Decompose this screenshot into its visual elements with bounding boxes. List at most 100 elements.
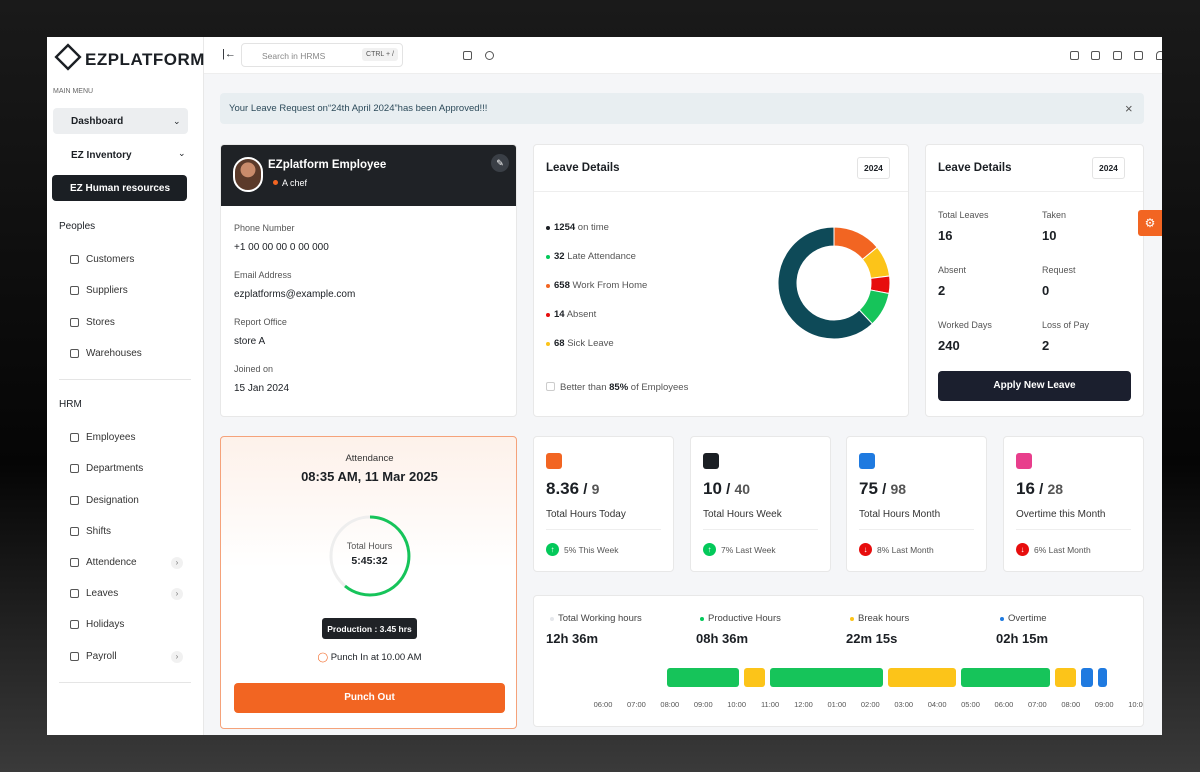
attendance-title: Attendance	[345, 453, 394, 464]
alert-text: Your Leave Request on“24th April 2024”ha…	[229, 103, 488, 114]
donut-chart	[777, 226, 891, 340]
nav-item[interactable]: Customers	[86, 254, 135, 265]
brand[interactable]: EZPLATFORMS	[85, 50, 217, 69]
profile-role: A chef	[282, 178, 308, 188]
search-placeholder: Search in HRMS	[262, 51, 326, 61]
apps-icon[interactable]	[463, 51, 472, 60]
nav-icon	[70, 318, 79, 327]
apply-leave-button[interactable]: Apply New Leave	[938, 371, 1131, 401]
trend-icon: ↓	[859, 543, 872, 556]
mail-icon[interactable]	[1134, 51, 1143, 60]
axis-label: 06:00	[994, 700, 1014, 709]
leave-count: 14	[554, 309, 565, 320]
axis-label: 08:00	[1061, 700, 1081, 709]
field-value: 15 Jan 2024	[234, 383, 290, 394]
grid-icon[interactable]	[1091, 51, 1100, 60]
nav-icon	[70, 527, 79, 536]
field-label: Phone Number	[234, 223, 295, 233]
nav-icon	[70, 589, 79, 598]
nav-icon	[70, 496, 79, 505]
timeline-card: Total Working hours 12h 36m Productive Hou…	[533, 595, 1144, 727]
nav-item[interactable]: Departments	[86, 463, 144, 474]
legend-value: 22m 15s	[846, 631, 898, 646]
legend-dot	[700, 617, 704, 621]
stat-value: 2	[938, 283, 946, 298]
leave-overview-card: Leave Details 2024 1254 on time 32 Late A…	[533, 144, 909, 417]
search-box[interactable]: Search in HRMS CTRL + /	[241, 43, 403, 67]
nav-chevron: ›	[171, 588, 183, 600]
hour-card: 8.36 / 9 Total Hours Today ↑ 5% This Week	[533, 436, 674, 572]
nav-item[interactable]: Employees	[86, 432, 136, 443]
year-filter[interactable]: 2024	[1092, 157, 1125, 179]
menu-item[interactable]: EZ Inventory	[53, 142, 188, 168]
divider	[926, 191, 1143, 192]
overtime-block	[1098, 668, 1107, 687]
divider	[546, 529, 661, 530]
hour-label: Total Hours Month	[859, 509, 941, 520]
divider	[534, 191, 908, 192]
axis-label: 09:00	[1094, 700, 1114, 709]
nav-item[interactable]: Attendence	[86, 557, 137, 568]
settings-icon[interactable]	[485, 51, 494, 60]
trend-text: 6% Last Month	[1034, 545, 1091, 555]
footer-text: Better than 85% of Employees	[560, 382, 688, 393]
nav-item[interactable]: Holidays	[86, 619, 125, 630]
donut-segment	[777, 226, 874, 340]
leave-label: Work From Home	[572, 280, 648, 291]
chat-icon[interactable]	[1113, 51, 1122, 60]
nav-item[interactable]: Stores	[86, 317, 115, 328]
nav-item[interactable]: Suppliers	[86, 285, 128, 296]
button-text: Apply New Leave	[993, 380, 1076, 391]
nav-item[interactable]: Payroll	[86, 651, 117, 662]
hour-card: 16 / 28 Overtime this Month ↓ 6% Last Month	[1003, 436, 1144, 572]
productive-block	[770, 668, 883, 687]
card-icon	[703, 453, 719, 469]
year-filter[interactable]: 2024	[857, 157, 890, 179]
nav-item[interactable]: Leaves	[86, 588, 119, 599]
nav-item[interactable]: Warehouses	[86, 348, 142, 359]
stat-label: Absent	[938, 265, 967, 275]
legend-label: Productive Hours	[708, 613, 781, 624]
nav-item[interactable]: Designation	[86, 495, 139, 506]
legend-dot	[546, 313, 550, 317]
hour-value: 75 / 98	[859, 479, 907, 498]
profile-header	[221, 145, 516, 206]
nav-chevron: ›	[171, 557, 183, 569]
leave-item: 658 Work From Home	[554, 280, 647, 291]
ring-progress	[344, 515, 411, 597]
collapse-button[interactable]: |←	[222, 48, 236, 60]
nav-icon	[70, 558, 79, 567]
stat-value: 0	[1042, 283, 1050, 298]
settings-toggle[interactable]: ⚙	[1138, 210, 1162, 236]
menu-item[interactable]: EZ Human resources	[52, 175, 187, 201]
menu-text: EZ Human resources	[70, 183, 171, 194]
footer-prefix: Better than	[560, 382, 607, 393]
menu-text: EZ Inventory	[71, 150, 132, 161]
stat-label: Taken	[1042, 210, 1067, 220]
legend-dot	[550, 617, 554, 621]
fullscreen-icon[interactable]	[1070, 51, 1079, 60]
role-dot	[273, 180, 278, 185]
year: 2024	[864, 163, 883, 173]
nav-icon	[70, 349, 79, 358]
stat-value: 16	[938, 228, 953, 243]
close-button[interactable]: ×	[1125, 101, 1133, 116]
legend-dot	[850, 617, 854, 621]
nav-item[interactable]: Shifts	[86, 526, 112, 537]
field-label: Report Office	[234, 317, 287, 327]
menu-item[interactable]: Dashboard	[53, 108, 188, 134]
legend-value: 02h 15m	[996, 631, 1049, 646]
edit-button[interactable]: ✎	[491, 154, 509, 172]
nav-icon	[70, 620, 79, 629]
leave-count: 658	[554, 280, 570, 291]
leave-label: on time	[577, 222, 609, 233]
menu-text: Dashboard	[71, 116, 124, 127]
punch-out-button[interactable]: Punch Out	[234, 683, 505, 713]
bell-icon[interactable]	[1156, 51, 1162, 60]
alert: Your Leave Request on“24th April 2024”ha…	[220, 93, 1144, 124]
nav-icon	[70, 652, 79, 661]
menu-label: MAIN MENU	[53, 88, 94, 95]
axis-label: 07:00	[627, 700, 646, 709]
axis-label: 02:00	[860, 700, 880, 709]
divider	[1016, 529, 1131, 530]
